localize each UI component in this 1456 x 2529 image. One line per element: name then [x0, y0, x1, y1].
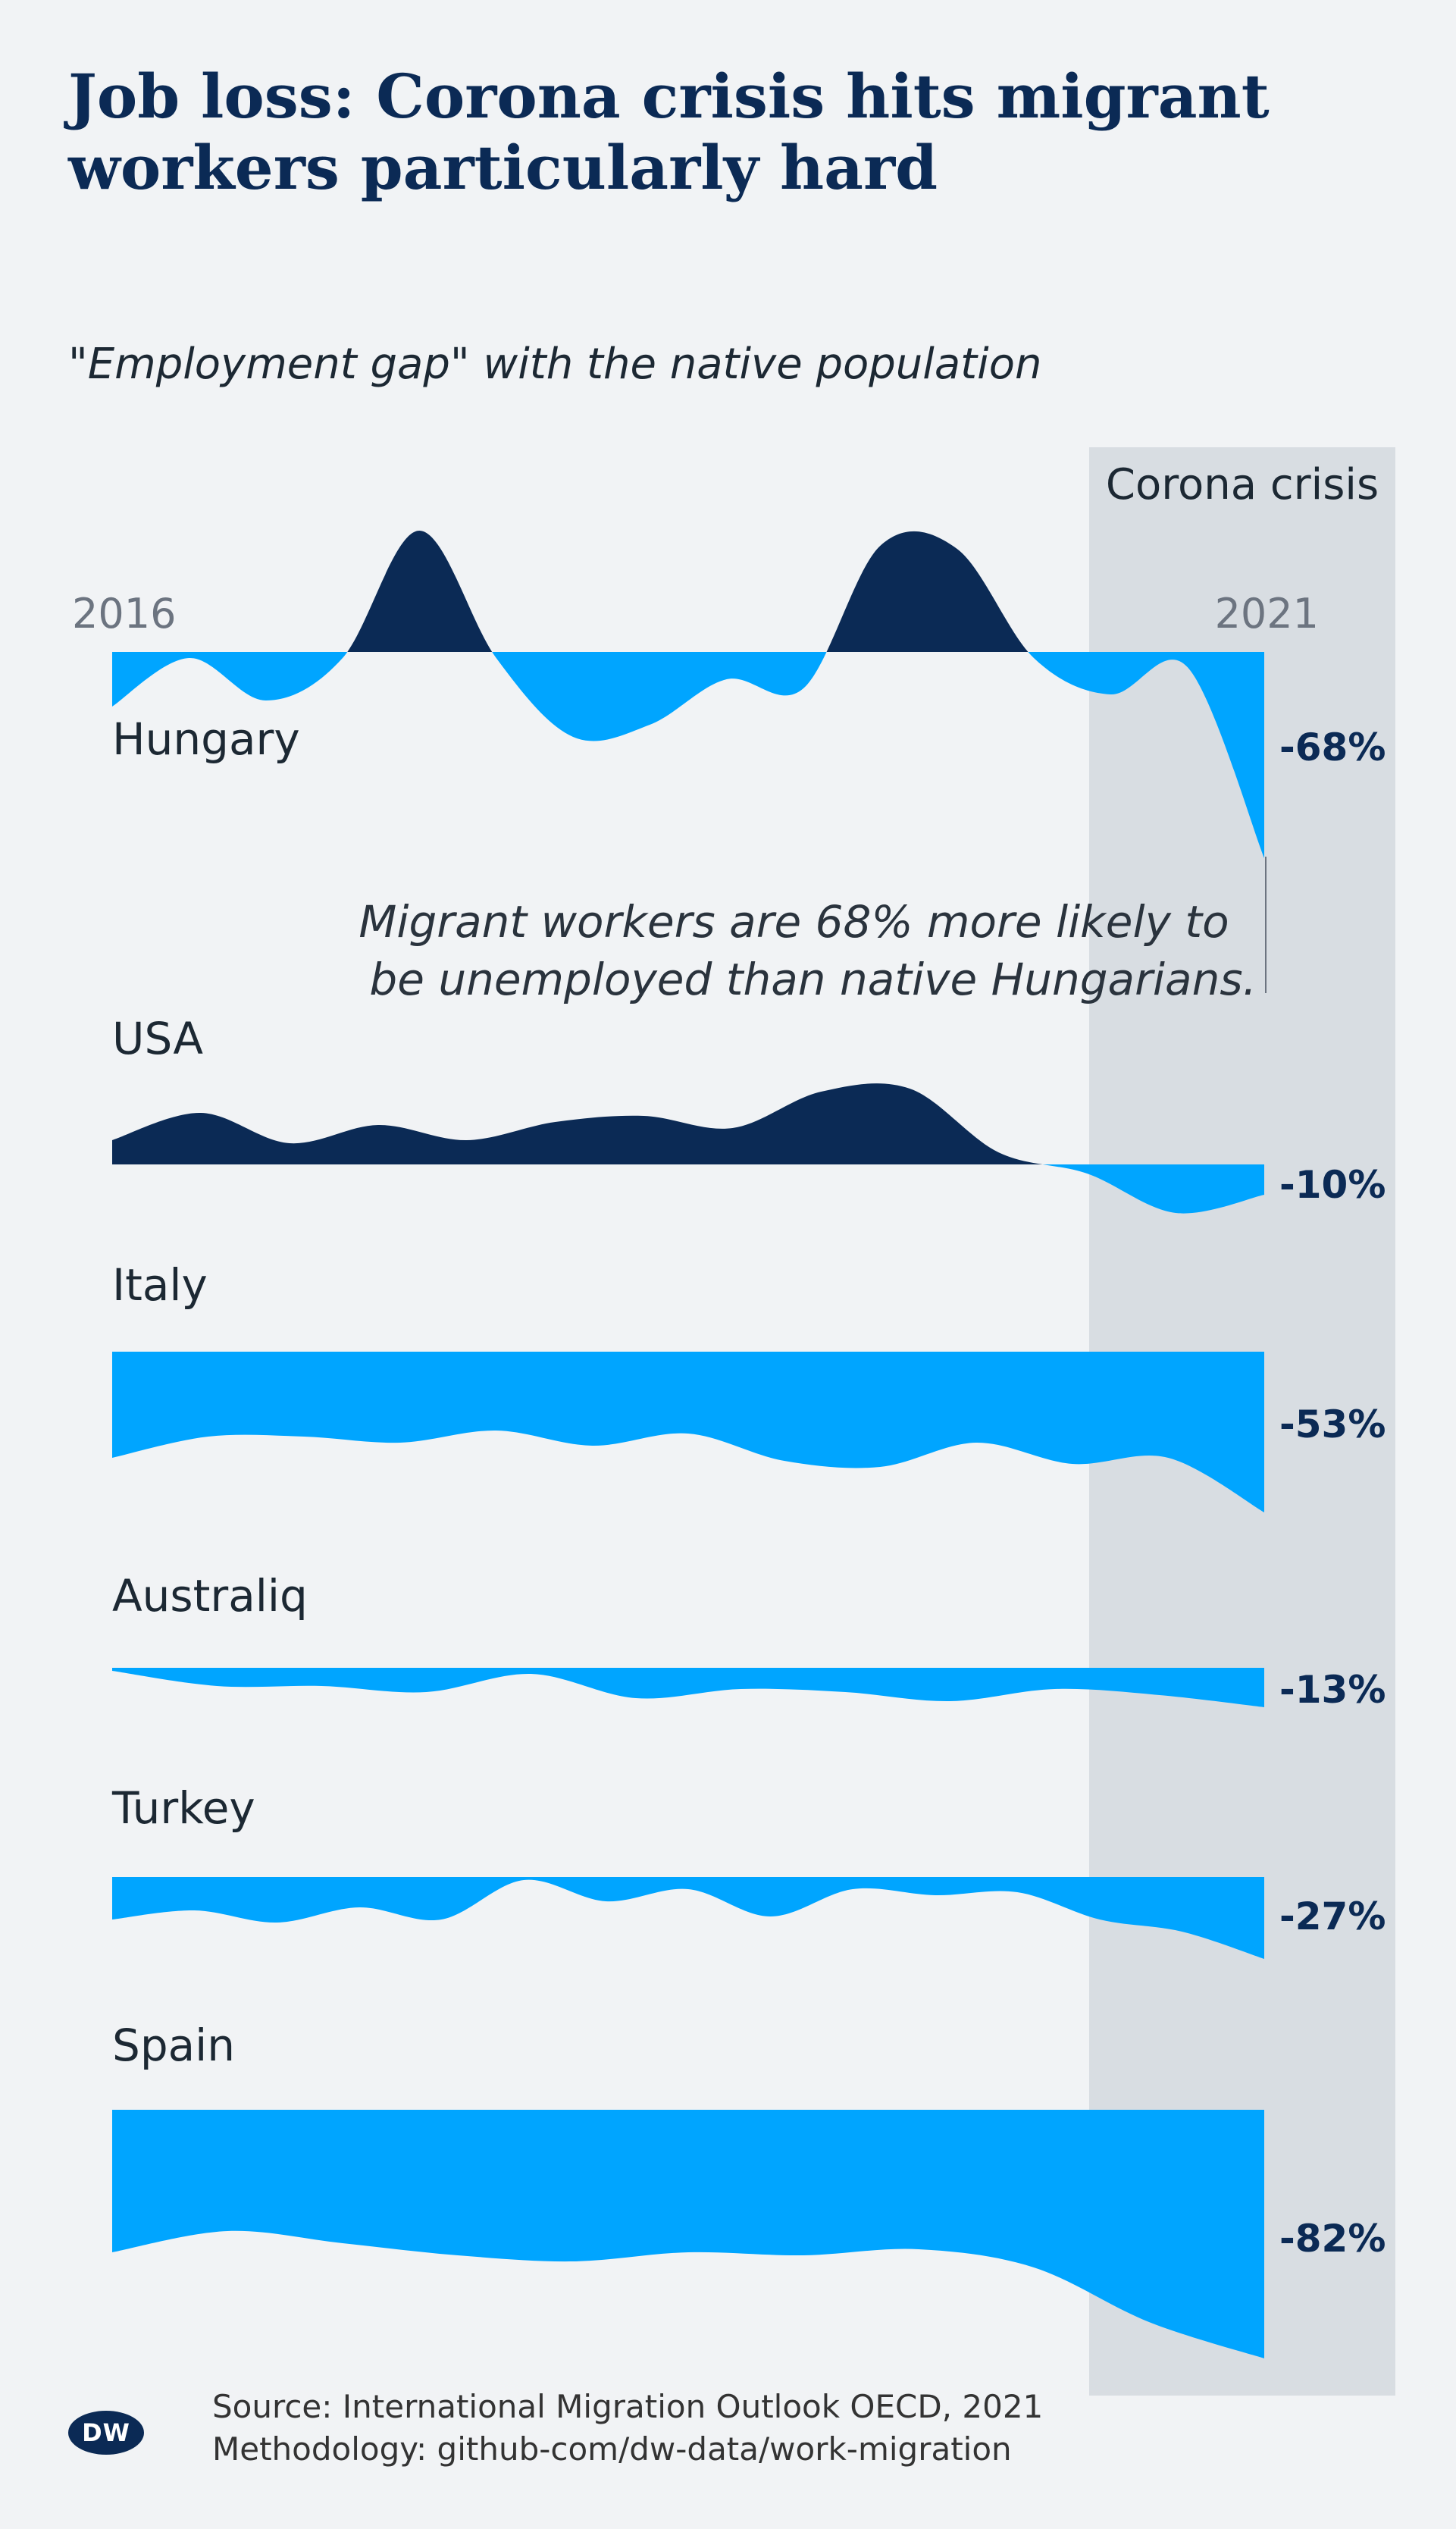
- dw-logo: DW: [68, 2411, 144, 2455]
- usa-positive-area: [112, 1083, 1264, 1164]
- turkey-final-value: -27%: [1279, 1894, 1386, 1938]
- methodology-note: Methodology: github-com/dw-data/work-mig…: [212, 2430, 1012, 2468]
- spain-label: Spain: [112, 2020, 235, 2071]
- annotation-line-2: be unemployed than native Hungarians.: [369, 954, 1257, 1005]
- italy-label: Italy: [112, 1259, 208, 1311]
- australiq-label: Australiq: [112, 1570, 308, 1622]
- chart-subtitle: "Employment gap" with the native populat…: [68, 340, 1042, 389]
- australiq-negative-area: [112, 1668, 1264, 1707]
- turkey-label: Turkey: [111, 1782, 255, 1834]
- usa-negative-area: [112, 1164, 1264, 1214]
- spain-negative-area: [112, 2110, 1264, 2358]
- series-layer: Hungary -68% USA -10% Italy -53% Australiq -13%…: [111, 531, 1386, 2358]
- year-start-label: 2016: [72, 590, 176, 638]
- usa-final-value: -10%: [1279, 1163, 1386, 1207]
- italy-final-value: -53%: [1279, 1402, 1386, 1446]
- turkey-negative-area: [112, 1877, 1264, 1959]
- annotation-line-1: Migrant workers are 68% more likely to: [359, 896, 1229, 948]
- footer: DW Source: International Migration Outlo…: [68, 2388, 1129, 2471]
- hungary-label: Hungary: [112, 713, 300, 765]
- hungary-positive-area: [112, 531, 1264, 652]
- chart-title: Job loss: Corona crisis hits migrant wor…: [68, 61, 1270, 203]
- australiq-final-value: -13%: [1279, 1668, 1386, 1712]
- spain-final-value: -82%: [1279, 2217, 1386, 2261]
- corona-crisis-label: Corona crisis: [1106, 460, 1379, 509]
- hungary-final-value: -68%: [1279, 725, 1386, 769]
- source-note: Source: International Migration Outlook …: [212, 2388, 1044, 2425]
- italy-negative-area: [112, 1352, 1264, 1512]
- hungary-negative-area: [112, 652, 1264, 858]
- usa-label: USA: [112, 1013, 203, 1064]
- hungary-annotation: Migrant workers are 68% more likely to b…: [359, 896, 1257, 1005]
- year-end-label: 2021: [1215, 590, 1319, 638]
